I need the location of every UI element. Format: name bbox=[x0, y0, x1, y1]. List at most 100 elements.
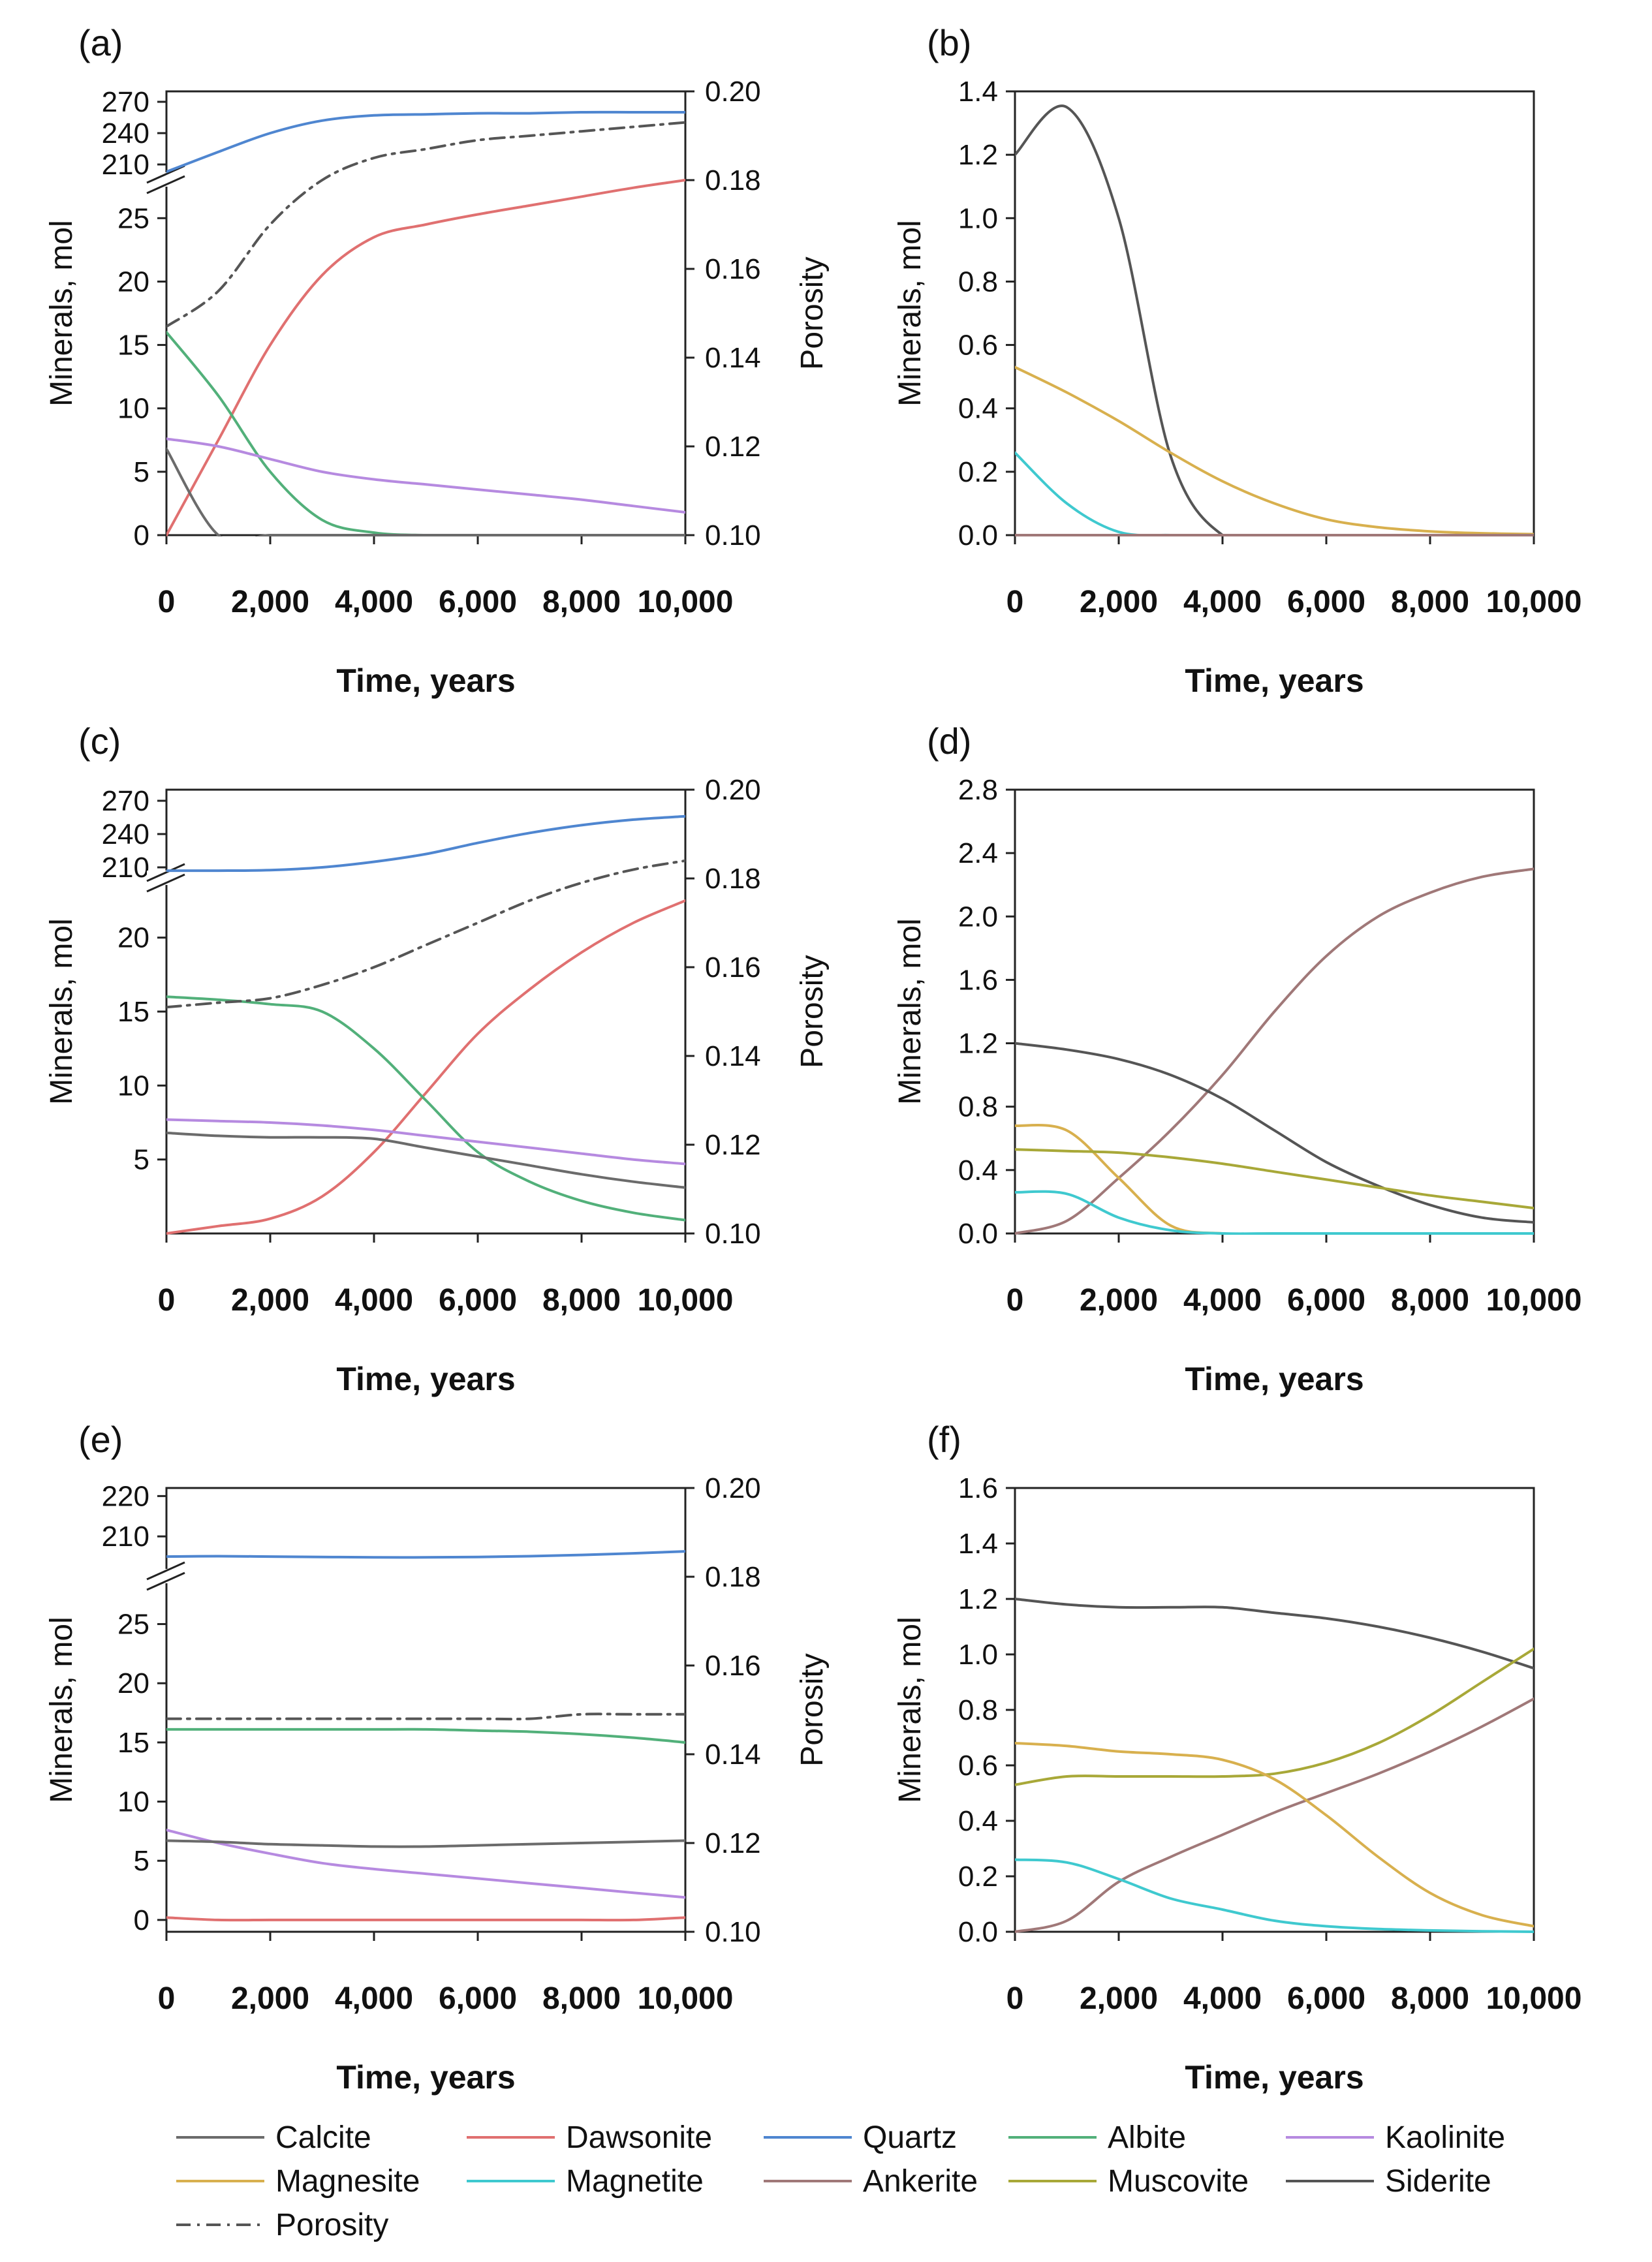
y-tick-label: 1.0 bbox=[958, 202, 998, 234]
panel-c: (c) 0 2,000 4,000 6,000 8,000 10,000 Time, year… bbox=[44, 720, 830, 1397]
panel-e: (e) 0 2,000 4,000 6,000 8,000 10,000 Time, year… bbox=[44, 1419, 830, 2096]
y-tick-label: 1.4 bbox=[958, 1528, 998, 1560]
legend-item-magnetite: Magnetite bbox=[467, 2164, 704, 2199]
x-tick-label: 0 bbox=[1006, 1981, 1024, 2016]
y-tick-label: 15 bbox=[117, 996, 149, 1028]
series-line-muscovite bbox=[1015, 1148, 1534, 1210]
axis-break-gap bbox=[147, 871, 186, 885]
y2-axis-title: Porosity bbox=[795, 256, 830, 369]
x-tick-label: 0 bbox=[1006, 585, 1024, 619]
legend-label: Magnesite bbox=[275, 2164, 420, 2199]
y-tick-label: 15 bbox=[117, 330, 149, 362]
y-tick-label: 15 bbox=[117, 1727, 149, 1759]
x-tick-label: 4,000 bbox=[335, 1981, 413, 2016]
y-tick-label: 1.6 bbox=[958, 964, 998, 996]
y2-axis-title: Porosity bbox=[795, 955, 830, 1068]
x-tick-label: 10,000 bbox=[1486, 1283, 1582, 1318]
legend-item-albite: Albite bbox=[1008, 2120, 1186, 2155]
y-tick-label: 1.2 bbox=[958, 139, 998, 171]
y-tick-label: 0.6 bbox=[958, 1750, 998, 1782]
series-line-siderite bbox=[1015, 1598, 1534, 1670]
y-tick-label: 210 bbox=[102, 852, 149, 884]
y2-axis-title: Porosity bbox=[795, 1653, 830, 1766]
y-tick-label: 1.2 bbox=[958, 1583, 998, 1615]
y2-tick-label: 0.10 bbox=[705, 1916, 761, 1948]
y-tick-label: 220 bbox=[102, 1480, 149, 1512]
legend-label: Dawsonite bbox=[566, 2120, 712, 2155]
x-tick-label: 6,000 bbox=[1287, 1283, 1365, 1318]
legend-label: Kaolinite bbox=[1385, 2120, 1505, 2155]
series-line-quartz bbox=[166, 1550, 685, 1559]
x-tick-label: 8,000 bbox=[542, 585, 621, 619]
x-tick-label: 10,000 bbox=[1486, 1981, 1582, 2016]
y-tick-label: 1.4 bbox=[958, 76, 998, 108]
y-tick-label: 1.6 bbox=[958, 1472, 998, 1504]
y-axis-title: Minerals, mol bbox=[44, 220, 79, 406]
series-line-kaolinite bbox=[166, 437, 685, 514]
series-line-dawsonite bbox=[166, 179, 685, 536]
axis-break-line bbox=[146, 164, 185, 184]
x-tick-label: 6,000 bbox=[1287, 585, 1365, 619]
y-axis-title: Minerals, mol bbox=[893, 1617, 927, 1803]
legend-item-magnesite: Magnesite bbox=[176, 2164, 420, 2199]
y-axis-title: Minerals, mol bbox=[893, 220, 927, 406]
series-line-quartz bbox=[166, 814, 685, 873]
y2-tick-label: 0.12 bbox=[705, 1827, 761, 1859]
x-tick-label: 4,000 bbox=[1183, 585, 1262, 619]
x-axis-title: Time, years bbox=[1185, 2059, 1364, 2096]
x-tick-label: 2,000 bbox=[231, 585, 309, 619]
series-line-ankerite bbox=[1015, 867, 1534, 1235]
y-tick-label: 20 bbox=[117, 922, 149, 954]
series-line-porosity bbox=[166, 859, 685, 1009]
series-line-calcite bbox=[166, 447, 685, 536]
legend-label: Ankerite bbox=[863, 2164, 978, 2199]
y-tick-label: 25 bbox=[117, 1609, 149, 1641]
panel-f: (f) 0 2,000 4,000 6,000 8,000 10,000 Time, year… bbox=[893, 1419, 1582, 2096]
legend-item-dawsonite: Dawsonite bbox=[467, 2120, 712, 2155]
y-tick-label: 0.8 bbox=[958, 1091, 998, 1123]
series-line-magnetite bbox=[1015, 1190, 1534, 1235]
series-group bbox=[166, 110, 685, 536]
panel-d: (d) 0 2,000 4,000 6,000 8,000 10,000 Time, year… bbox=[893, 720, 1582, 1397]
y2-tick-label: 0.16 bbox=[705, 253, 761, 285]
axis-break-line bbox=[146, 175, 185, 194]
x-axis-title: Time, years bbox=[1185, 1361, 1364, 1397]
y2-tick-label: 0.12 bbox=[705, 1129, 761, 1161]
panel-label: (d) bbox=[927, 720, 971, 762]
panel-label: (e) bbox=[78, 1419, 123, 1460]
axis-break-mark bbox=[146, 863, 186, 893]
x-tick-label: 8,000 bbox=[542, 1283, 621, 1318]
y2-tick-label: 0.16 bbox=[705, 1650, 761, 1682]
y-axis-title: Minerals, mol bbox=[44, 1617, 79, 1803]
legend-item-siderite: Siderite bbox=[1286, 2164, 1491, 2199]
series-group bbox=[1015, 104, 1534, 536]
x-tick-label: 4,000 bbox=[1183, 1283, 1262, 1318]
series-line-magnesite bbox=[1015, 1742, 1534, 1928]
series-group bbox=[166, 1550, 685, 1922]
panel-b: (b) 0 2,000 4,000 6,000 8,000 10,000 Time, year… bbox=[893, 22, 1582, 699]
legend-item-quartz: Quartz bbox=[764, 2120, 957, 2155]
axis-break-line bbox=[146, 1572, 185, 1591]
y-tick-label: 2.4 bbox=[958, 837, 998, 869]
axis-break-line bbox=[146, 1561, 185, 1581]
x-tick-label: 2,000 bbox=[1080, 1981, 1158, 2016]
y-tick-label: 0.2 bbox=[958, 1861, 998, 1893]
legend-label: Siderite bbox=[1385, 2164, 1491, 2199]
series-line-calcite bbox=[166, 1131, 685, 1189]
y-tick-label: 20 bbox=[117, 266, 149, 298]
y2-tick-label: 0.16 bbox=[705, 952, 761, 984]
y-tick-label: 5 bbox=[134, 456, 149, 488]
series-line-ankerite bbox=[1015, 1697, 1534, 1933]
legend-label: Muscovite bbox=[1108, 2164, 1249, 2199]
legend-label: Albite bbox=[1108, 2120, 1186, 2155]
series-line-kaolinite bbox=[166, 1829, 685, 1899]
y2-tick-label: 0.10 bbox=[705, 519, 761, 551]
x-axis-title: Time, years bbox=[336, 2059, 515, 2096]
series-line-siderite bbox=[1015, 1042, 1534, 1224]
panel-a: (a) 0 2,000 4,000 6,000 8,000 10,000 Time, year… bbox=[44, 22, 830, 699]
y2-tick-label: 0.14 bbox=[705, 1040, 761, 1072]
y-tick-label: 1.0 bbox=[958, 1639, 998, 1671]
y-tick-label: 0.4 bbox=[958, 1805, 998, 1837]
x-tick-label: 8,000 bbox=[542, 1981, 621, 2016]
axis-break-line bbox=[146, 863, 185, 882]
